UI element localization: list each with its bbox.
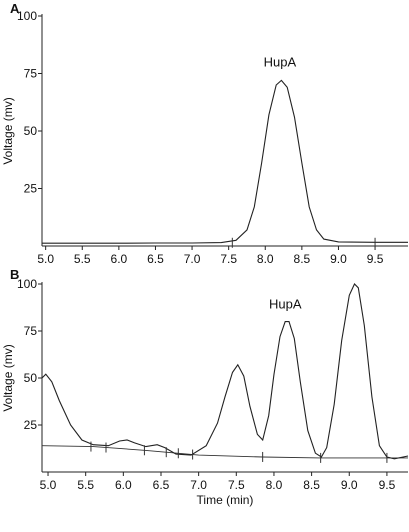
panel-a-x-tick-label: 9.0 — [330, 252, 347, 266]
panel-a-chromatogram-trace — [42, 79, 408, 244]
panel-b-x-tick-label: 9.5 — [379, 478, 396, 492]
panel-b-x-axis-label: Time (min) — [197, 493, 254, 507]
panel-b-baseline — [41, 445, 408, 459]
panel-a-hupa-label: HupA — [264, 55, 297, 70]
panel-a-x-tick-label: 6.5 — [147, 252, 164, 266]
panel-a-y-tick-label: 50 — [24, 124, 38, 138]
panel-b-y-tick-label: 50 — [24, 371, 38, 385]
panel-a-x-tick-label: 5.0 — [37, 252, 54, 266]
panel-a: A 25 50 75 100 5.0 5.5 6.0 6.5 7.0 7.5 8.0 8.5 9.0 9.5… — [1, 1, 408, 266]
panel-b-x-tick-label: 6.5 — [153, 478, 170, 492]
panel-b-chromatogram-trace — [41, 283, 409, 460]
panel-b-x-tick-label: 9.0 — [341, 478, 358, 492]
panel-b-x-tick-label: 5.0 — [40, 478, 57, 492]
panel-a-y-tick-label: 25 — [24, 182, 38, 196]
panel-a-x-tick-label: 8.0 — [257, 252, 274, 266]
panel-a-letter: A — [10, 1, 20, 16]
panel-b-y-tick-label: 25 — [24, 418, 38, 432]
panel-a-x-tick-label: 9.5 — [367, 252, 384, 266]
panel-b-x-tick-label: 7.5 — [228, 478, 245, 492]
panel-a-x-tick-label: 5.5 — [74, 252, 91, 266]
panel-a-x-tick-label: 8.5 — [294, 252, 311, 266]
panel-b-x-tick-label: 8.5 — [303, 478, 320, 492]
panel-b-hupa-label: HupA — [269, 296, 302, 311]
panel-b-x-tick-label: 5.5 — [77, 478, 94, 492]
panel-b-letter: B — [10, 267, 19, 282]
panel-b-y-axis-label: Voltage (mv) — [1, 344, 15, 411]
panel-a-x-tick-label: 7.5 — [220, 252, 237, 266]
panel-b-x-tick-label: 8.0 — [266, 478, 283, 492]
panel-a-x-tick-label: 6.0 — [111, 252, 128, 266]
panel-a-y-tick-label: 100 — [17, 9, 37, 23]
panel-b-y-tick-label: 100 — [17, 277, 37, 291]
panel-a-y-tick-label: 75 — [24, 67, 38, 81]
panel-a-y-axis-label: Voltage (mv) — [1, 97, 15, 164]
panel-a-x-tick-label: 7.0 — [184, 252, 201, 266]
panel-b: B 25 50 75 100 5.0 5.5 6.0 6.5 7.0 7.5 8.0 8.5 9.0 9.5… — [1, 267, 409, 507]
panel-b-x-tick-label: 7.0 — [190, 478, 207, 492]
panel-b-y-tick-label: 75 — [24, 324, 38, 338]
panel-b-x-tick-label: 6.0 — [115, 478, 132, 492]
